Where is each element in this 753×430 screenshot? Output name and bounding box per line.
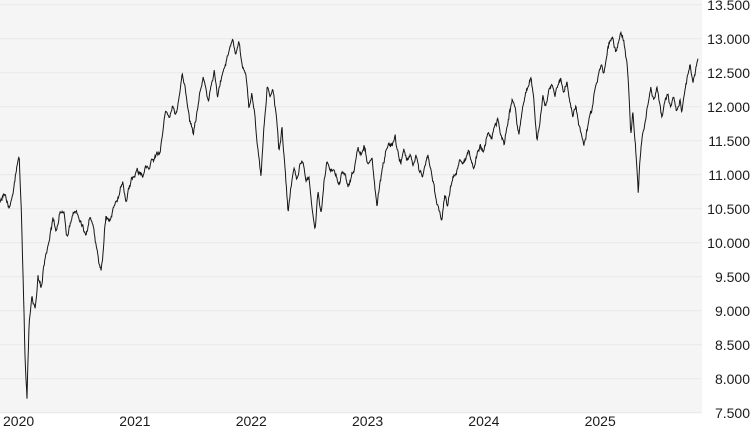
x-axis-year-label: 2020 [3, 413, 35, 429]
y-axis-tick-label: 9.500 [714, 268, 750, 285]
x-axis-year-label: 2022 [235, 413, 267, 429]
x-axis-year-label: 2023 [352, 413, 384, 429]
y-axis-tick-label: 11.000 [708, 166, 750, 183]
y-axis-tick-label: 10.500 [707, 200, 750, 217]
price-line [0, 30, 699, 399]
y-axis-tick-label: 7.500 [714, 404, 750, 421]
y-axis-tick-label: 10.000 [707, 234, 750, 251]
y-axis-tick-label: 8.000 [714, 370, 750, 387]
y-axis-tick-label: 12.500 [707, 64, 750, 81]
x-axis-year-label: 2024 [468, 413, 500, 429]
y-axis-tick-label: 11.500 [708, 132, 750, 149]
y-axis-tick-label: 12.000 [707, 98, 750, 115]
y-axis-tick-label: 8.500 [714, 336, 750, 353]
y-axis-tick-label: 9.000 [714, 302, 750, 319]
y-axis-tick-label: 13.000 [707, 30, 750, 47]
y-axis-tick-label: 13.500 [707, 0, 750, 13]
plot-area [0, 0, 702, 413]
x-axis-year-label: 2021 [119, 413, 151, 429]
x-axis-year-label: 2025 [584, 413, 616, 429]
